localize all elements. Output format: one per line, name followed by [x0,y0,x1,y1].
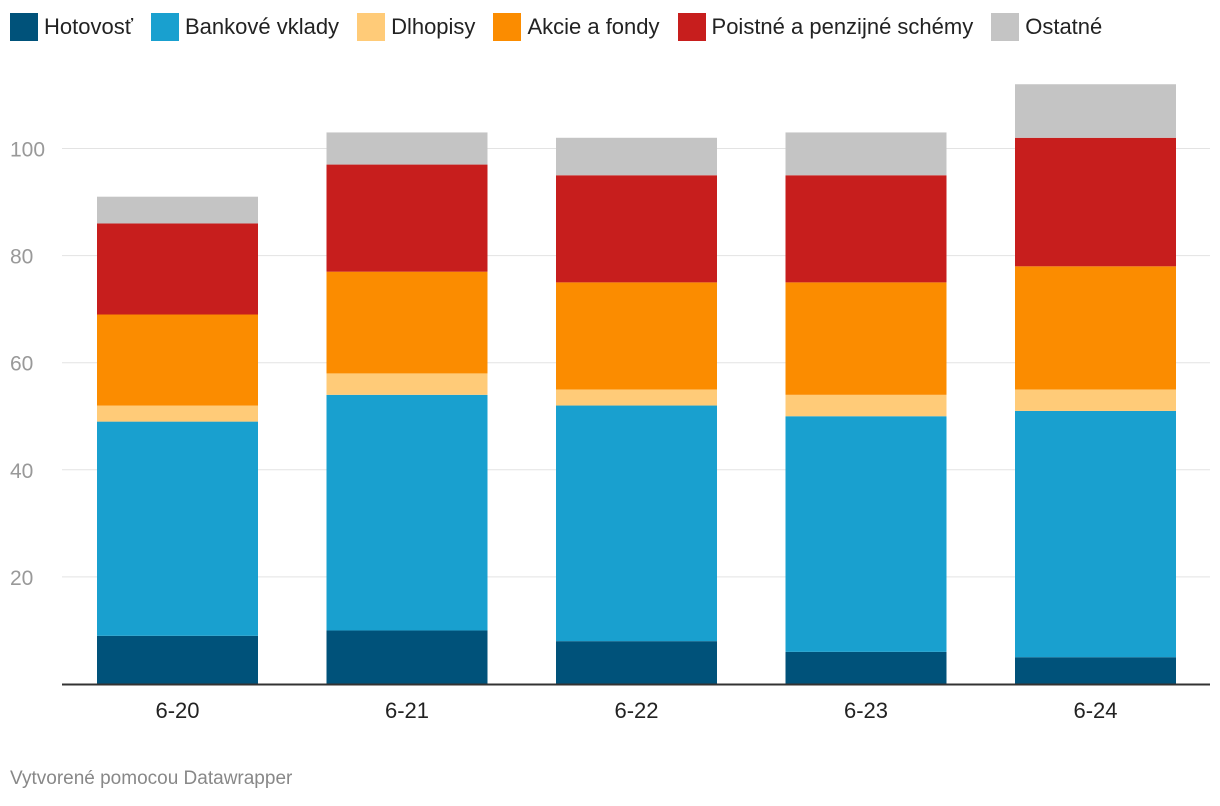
bar-segment [785,651,947,684]
stacked-bar-chart: 20 40 60 80 100 6-20 6-21 6-22 6-23 6-24 [10,84,1210,723]
x-tick-label: 6-21 [385,698,429,723]
bar-segment [785,394,947,417]
bar-segment [556,175,717,283]
legend-swatch [677,13,706,41]
x-tick-label: 6-23 [844,698,888,723]
bar-segment [1015,137,1176,267]
bar-segment [97,314,258,406]
bar-segment [326,630,488,684]
x-tick-label: 6-22 [614,698,658,723]
bar-segment [1015,266,1176,390]
bar-segment [556,282,717,390]
bar-segment [1015,389,1176,411]
bar-segment [556,389,717,406]
bar-segment [326,271,488,374]
bar-segment [97,223,258,315]
bar-segment [326,373,488,395]
bar-segment [326,132,488,165]
bar-segment [97,635,258,684]
bar-segment [785,175,947,283]
legend-item: Akcie a fondy [493,13,660,41]
y-tick-label: 60 [10,353,33,376]
bar-segment [785,282,947,395]
bar-segment [326,394,488,631]
x-tick-label: 6-20 [155,698,199,723]
legend-swatch [991,13,1020,41]
y-tick-label: 80 [10,246,33,269]
legend-swatch [10,13,38,41]
bar-segment [326,164,488,272]
legend-item: Hotovosť [10,13,133,41]
chart-legend: Hotovosť Bankové vklady Dlhopisy Akcie a fo… [10,10,1210,44]
bar-segment [1015,410,1176,658]
legend-item: Ostatné [991,13,1102,41]
bar-segment [785,132,947,176]
bar-segment [97,196,258,224]
bar-segment [556,641,717,684]
legend-label: Poistné a penzijné schémy [711,14,974,39]
bar-segment [1015,657,1176,684]
legend-label: Ostatné [1025,14,1103,39]
bar-segment [97,421,258,636]
legend-label: Bankové vklady [184,14,340,39]
bar-segment [556,137,717,176]
legend-swatch [357,13,386,41]
legend-label: Hotovosť [44,14,133,39]
legend-item: Dlhopisy [357,13,475,41]
y-tick-label: 20 [10,567,33,590]
legend-item: Poistné a penzijné schémy [677,13,974,41]
legend-swatch [150,13,179,41]
y-tick-label: 100 [10,139,45,162]
bar-segment [785,416,947,652]
legend-label: Akcie a fondy [527,14,660,39]
x-tick-label: 6-24 [1073,698,1117,723]
y-tick-label: 40 [10,460,33,483]
legend-label: Dlhopisy [391,14,476,39]
bar-segment [97,405,258,422]
legend-swatch [493,13,522,41]
credit-text: Vytvorené pomocou Datawrapper [10,768,293,789]
legend-item: Bankové vklady [150,13,340,41]
bar-segment [556,405,717,642]
bar-segment [1015,84,1176,138]
